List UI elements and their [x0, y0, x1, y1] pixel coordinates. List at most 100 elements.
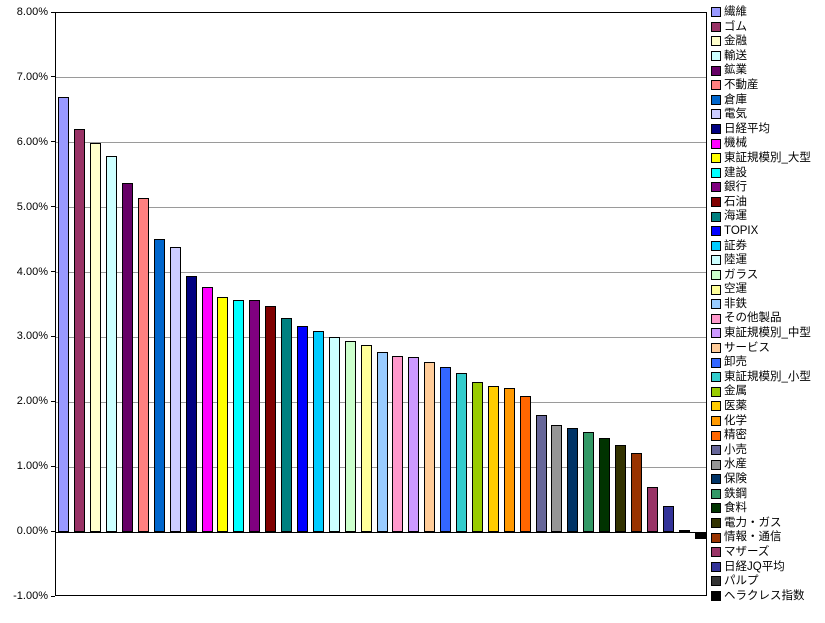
legend-swatch-icon	[711, 313, 721, 324]
bar	[424, 362, 436, 533]
y-axis-label: -1.00%	[13, 590, 48, 602]
y-axis-tick	[51, 271, 55, 273]
bar	[122, 183, 134, 533]
legend-label: 保険	[724, 473, 747, 485]
bar	[630, 452, 642, 533]
legend-label: 繊維	[724, 6, 747, 18]
bar	[217, 297, 229, 533]
legend-item: その他製品	[711, 311, 825, 326]
plot-area	[55, 12, 707, 596]
legend-swatch-icon	[711, 94, 721, 105]
legend-swatch-icon	[711, 211, 721, 222]
legend-item: 不動産	[711, 78, 825, 93]
legend-swatch-icon	[711, 167, 721, 178]
bar	[567, 428, 579, 533]
y-axis-tick	[51, 465, 55, 467]
legend-swatch-icon	[711, 430, 721, 441]
bar	[312, 330, 324, 533]
bar	[153, 238, 165, 533]
bar	[408, 356, 420, 533]
legend-label: 電気	[724, 108, 747, 121]
legend-swatch-icon	[711, 109, 721, 120]
y-axis-label: 8.00%	[16, 6, 48, 18]
legend-item: 石油	[711, 195, 825, 210]
y-axis-tick	[51, 595, 55, 597]
legend-item: 輸送	[711, 49, 825, 64]
legend-item: 金融	[711, 34, 825, 49]
legend-swatch-icon	[711, 328, 721, 339]
legend-label: 証券	[724, 239, 747, 252]
legend-label: 空運	[724, 283, 747, 296]
bar	[58, 97, 70, 533]
gridline	[56, 336, 706, 338]
legend-item: 金属	[711, 384, 825, 399]
legend-item: 情報・通信	[711, 530, 825, 545]
legend-swatch-icon	[711, 576, 721, 587]
legend-item: TOPIX	[711, 224, 825, 239]
legend-item: 小売	[711, 443, 825, 458]
gridline	[56, 207, 706, 209]
y-axis-label: 4.00%	[16, 265, 48, 278]
legend-item: 東証規模別_大型	[711, 151, 825, 166]
bar	[265, 306, 277, 533]
bar	[376, 351, 388, 533]
zero-axis-line	[56, 531, 706, 533]
legend-item: 化学	[711, 414, 825, 429]
y-axis-label: 6.00%	[16, 135, 48, 148]
bar	[503, 388, 515, 533]
legend-item: 銀行	[711, 180, 825, 195]
y-axis-label: 0.00%	[16, 525, 48, 538]
legend-label: 東証規模別_中型	[724, 327, 811, 340]
bar	[678, 530, 690, 533]
legend-label: 食料	[724, 502, 747, 515]
legend-swatch-icon	[711, 401, 721, 412]
legend-item: 鉄鋼	[711, 487, 825, 502]
bar	[551, 425, 563, 533]
bar	[185, 275, 197, 533]
gridline	[56, 142, 706, 144]
bar	[471, 381, 483, 533]
legend-swatch-icon	[711, 372, 721, 383]
bar	[281, 317, 293, 533]
bar	[296, 326, 308, 533]
legend-label: 東証規模別_小型	[724, 370, 811, 383]
legend-item: 東証規模別_小型	[711, 370, 825, 385]
bar	[137, 197, 149, 533]
bar	[440, 366, 452, 533]
legend-swatch-icon	[711, 36, 721, 47]
legend-label: 不動産	[724, 78, 759, 91]
legend-label: パルプ	[724, 575, 759, 588]
legend-item: 繊維	[711, 5, 825, 20]
legend-item: 電気	[711, 107, 825, 122]
bar	[599, 438, 611, 533]
legend-label: 医薬	[724, 400, 747, 413]
legend-item: 証券	[711, 239, 825, 254]
legend-swatch-icon	[711, 124, 721, 135]
legend-label: 日経平均	[724, 122, 770, 135]
y-axis-tick	[51, 206, 55, 208]
legend-swatch-icon	[711, 561, 721, 572]
legend-swatch-icon	[711, 182, 721, 193]
legend-item: 鉱業	[711, 63, 825, 78]
legend-label: 精密	[724, 429, 747, 442]
legend-swatch-icon	[711, 299, 721, 310]
y-axis-tick	[51, 530, 55, 532]
legend-label: 建設	[724, 166, 747, 179]
legend-label: 東証規模別_大型	[724, 151, 811, 164]
legend-item: 日経平均	[711, 122, 825, 137]
legend-label: 銀行	[724, 181, 747, 194]
y-axis-tick	[51, 76, 55, 78]
bar	[535, 415, 547, 533]
legend-label: 金属	[724, 385, 747, 398]
legend-swatch-icon	[711, 51, 721, 62]
legend-swatch-icon	[711, 284, 721, 295]
legend-swatch-icon	[711, 7, 721, 18]
bar	[344, 340, 356, 533]
bar	[583, 431, 595, 533]
legend-swatch-icon	[711, 21, 721, 32]
legend-swatch-icon	[711, 503, 721, 514]
legend-label: サービス	[724, 341, 770, 354]
legend-item: ガラス	[711, 268, 825, 283]
legend-swatch-icon	[711, 518, 721, 529]
